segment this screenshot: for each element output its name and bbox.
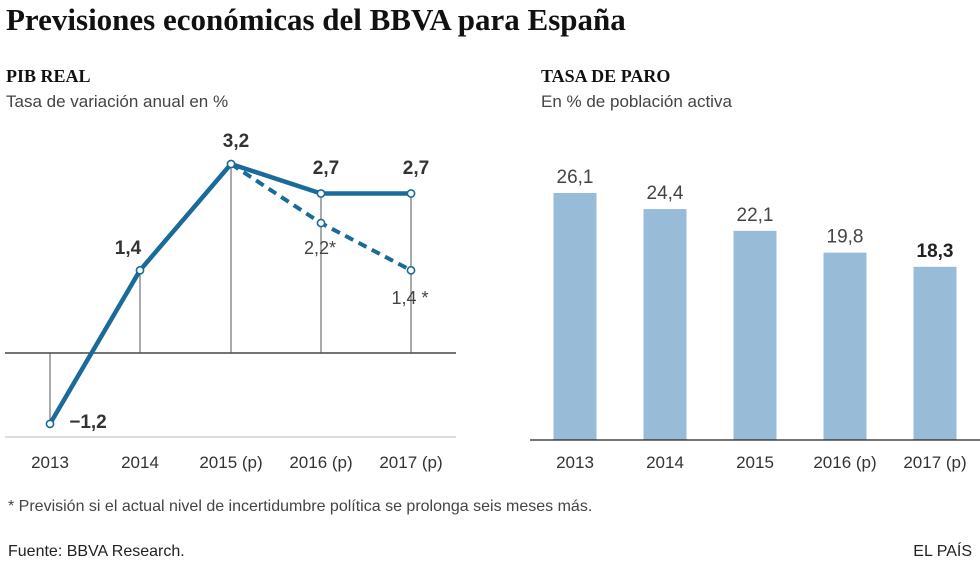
unemployment-bar (913, 266, 957, 440)
unemployment-x-tick-label: 2013 (556, 453, 594, 472)
gdp-panel-subtitle: Tasa de variación anual en % (6, 92, 229, 111)
unemployment-bar (643, 209, 687, 440)
unemployment-bar-label: 19,8 (827, 227, 864, 248)
unemployment-x-tick-label: 2014 (646, 453, 684, 472)
unemployment-bar (733, 230, 777, 440)
unemployment-bar (823, 252, 867, 440)
unemployment-x-tick-label: 2016 (p) (813, 453, 876, 472)
chart-title: Previsiones económicas del BBVA para Esp… (6, 2, 626, 37)
gdp-x-tick-label: 2017 (p) (379, 453, 442, 472)
footnote: * Previsión si el actual nivel de incert… (8, 498, 593, 515)
gdp-uncertainty-label: 2,2* (304, 238, 336, 258)
unemployment-bar-label: 18,3 (917, 241, 954, 262)
gdp-x-tick-label: 2013 (31, 453, 69, 472)
unemployment-bar-label: 26,1 (557, 167, 594, 188)
gdp-data-label: 2,7 (403, 158, 429, 179)
gdp-data-label: 3,2 (223, 131, 249, 152)
gdp-x-tick-label: 2015 (p) (199, 453, 262, 472)
gdp-data-label: 1,4 (115, 238, 142, 259)
source-note: Fuente: BBVA Research. (8, 543, 185, 560)
unemployment-x-tick-label: 2015 (736, 453, 774, 472)
gdp-panel-title: PIB REAL (6, 66, 91, 86)
unemployment-bar-label: 22,1 (737, 205, 774, 226)
unemployment-bar-label: 24,4 (647, 183, 684, 204)
gdp-uncertainty-point (316, 218, 326, 228)
unemployment-x-tick-label: 2017 (p) (903, 453, 966, 472)
unemployment-panel-title: TASA DE PARO (541, 66, 671, 86)
gdp-x-tick-label: 2014 (121, 453, 159, 472)
gdp-forecast-point (316, 189, 326, 198)
gdp-forecast-point (226, 159, 236, 169)
gdp-forecast-point (406, 189, 416, 198)
unemployment-bar (553, 193, 597, 440)
gdp-data-label: −1,2 (69, 412, 107, 433)
gdp-forecast-point (45, 419, 55, 429)
gdp-x-tick-label: 2016 (p) (289, 453, 352, 472)
gdp-uncertainty-point (406, 265, 416, 275)
gdp-data-label: 2,7 (313, 158, 339, 179)
unemployment-panel-subtitle: En % de población activa (541, 92, 732, 111)
publisher-logo: EL PAÍS (913, 543, 972, 560)
gdp-forecast-point (135, 265, 145, 275)
gdp-uncertainty-label: 1,4 * (391, 288, 428, 308)
